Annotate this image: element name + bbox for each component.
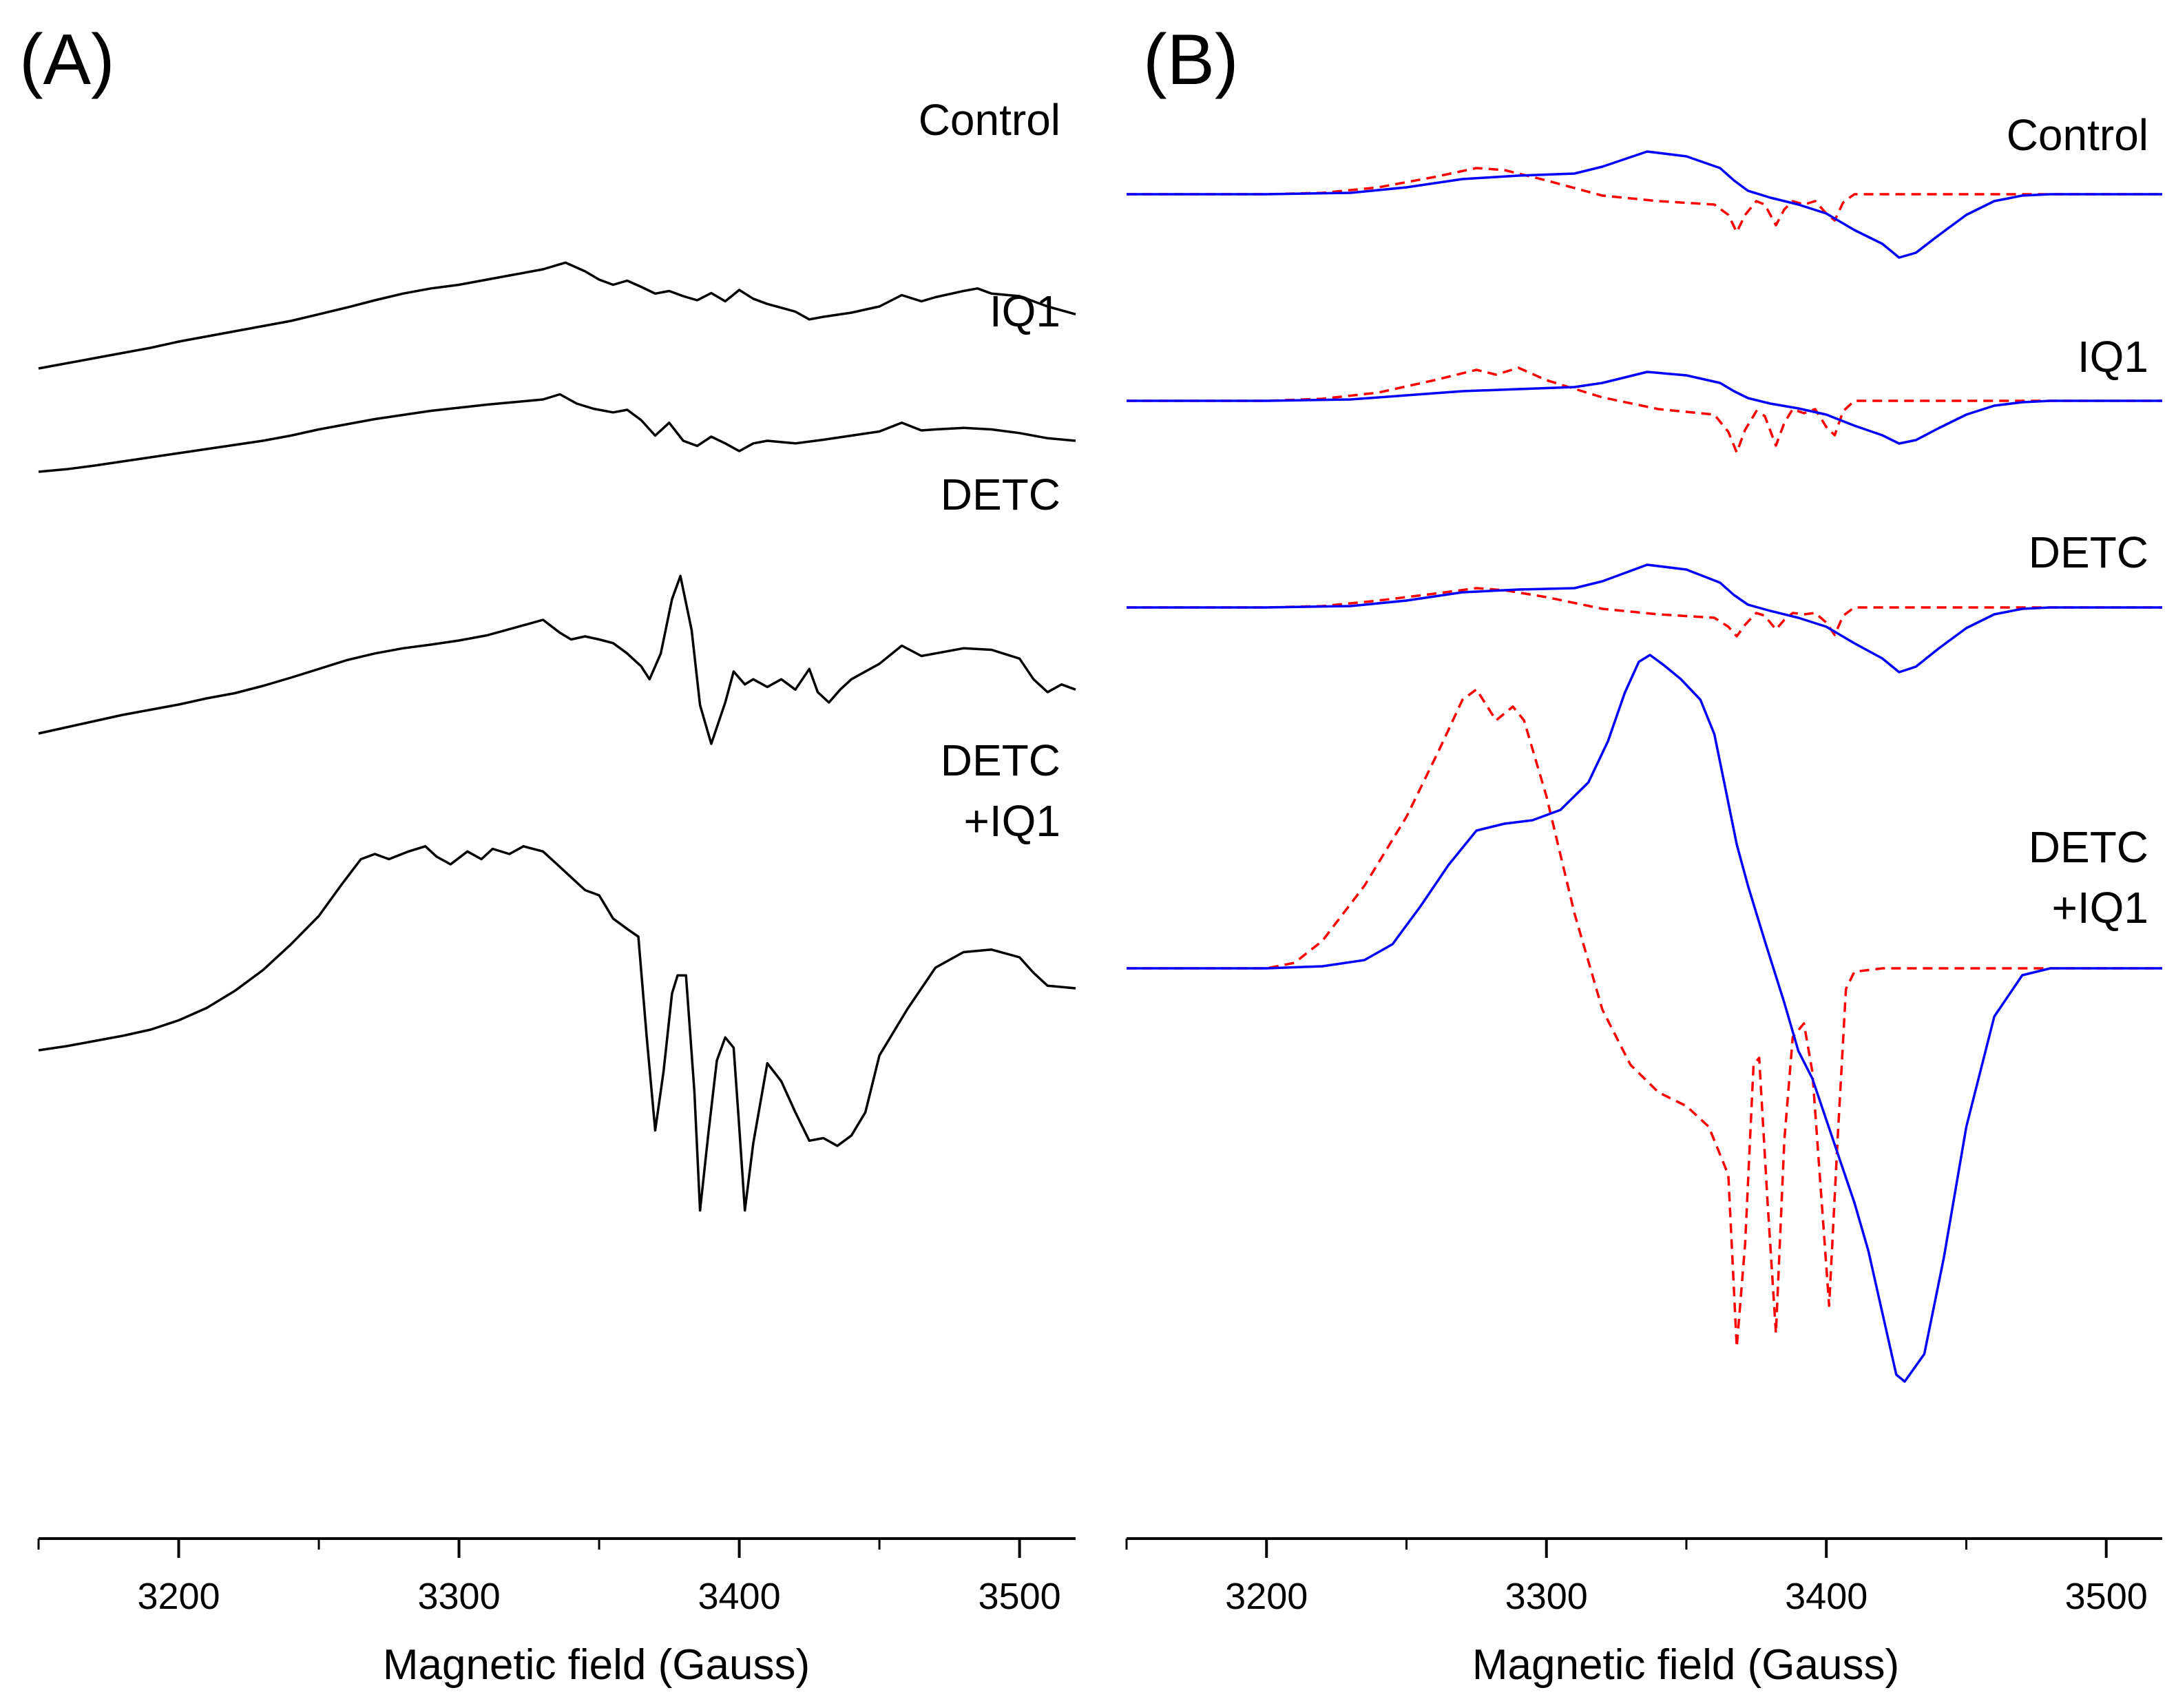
panel-b-x-ticks: 3200 3300 3400 3500 — [1125, 1539, 2148, 1617]
panel-b-x-axis-title: Magnetic field (Gauss) — [1472, 1641, 1899, 1689]
panel-b-tick-label-3500: 3500 — [2065, 1576, 2148, 1617]
panel-b-tick-label-3400: 3400 — [1785, 1576, 1868, 1617]
panel-a-label: (A) — [19, 20, 115, 100]
panel-b-iq1-label-line-1: IQ1 — [2078, 332, 2148, 382]
panel-a-x-ticks: 3200 3300 3400 3500 — [37, 1539, 1061, 1617]
panel-b-detc-label-line-1: DETC — [2029, 528, 2148, 577]
panel-b-trace-control-blue — [1127, 150, 2162, 259]
panel-b-traces — [1127, 150, 2162, 1383]
panel-a-trace-detc-iq1 — [38, 845, 1076, 1212]
panel-a-x-axis-title: Magnetic field (Gauss) — [383, 1641, 810, 1689]
panel-a-tick-label-3300: 3300 — [417, 1576, 500, 1617]
panel-b-trace-detc-blue — [1127, 563, 2162, 674]
panel-b-label: (B) — [1143, 20, 1239, 100]
panel-b-detc-iq1-label-line-1: DETC — [2029, 822, 2148, 872]
panel-b-trace-detc-iq1-red-dashed — [1127, 688, 2162, 1348]
panel-b-detc-iq1-label-line-2: +IQ1 — [2051, 883, 2148, 933]
panel-a-trace-iq1 — [38, 393, 1076, 473]
panel-a-control-label-line-1: Control — [919, 95, 1060, 145]
panel-b-control-label-line-1: Control — [2007, 110, 2148, 160]
panel-a-tick-label-3200: 3200 — [137, 1576, 220, 1617]
panel-a-traces — [38, 261, 1076, 1212]
panel-b-trace-control-red-dashed — [1127, 167, 2162, 233]
panel-b-trace-iq1-blue — [1127, 371, 2162, 445]
panel-b-trace-iq1-red-dashed — [1127, 366, 2162, 454]
panel-a-tick-label-3500: 3500 — [979, 1576, 1061, 1617]
panel-b-tick-label-3300: 3300 — [1505, 1576, 1588, 1617]
panel-a-trace-control — [38, 261, 1076, 370]
panel-a-iq1-label-line-1: IQ1 — [990, 287, 1060, 336]
panel-a-detc-iq1-label-line-2: +IQ1 — [963, 796, 1060, 846]
panel-a-trace-detc — [38, 574, 1076, 745]
panel-a-tick-label-3400: 3400 — [698, 1576, 780, 1617]
panel-a-detc-iq1-label-line-1: DETC — [941, 736, 1060, 785]
panel-a-series-labels: Control IQ1 DETC DETC +IQ1 — [919, 95, 1060, 846]
panel-b-trace-detc-iq1-blue — [1127, 654, 2162, 1383]
panel-a-detc-label-line-1: DETC — [941, 470, 1060, 519]
panel-b-series-labels: Control IQ1 DETC DETC +IQ1 — [2007, 110, 2148, 933]
panel-b-tick-label-3200: 3200 — [1225, 1576, 1308, 1617]
